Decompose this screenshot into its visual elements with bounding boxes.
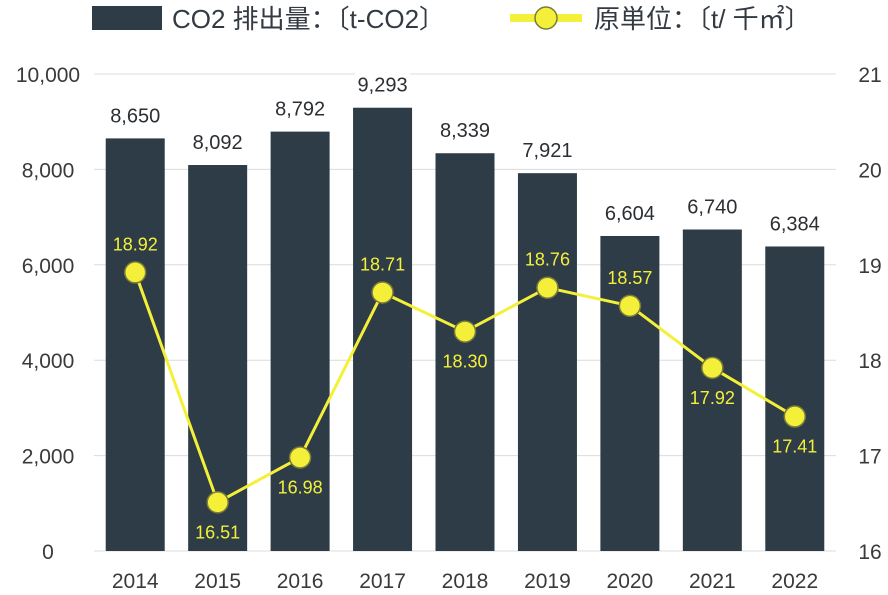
left-axis-ticks: 0 2,000 4,000 6,000 8,000 10,000 [16, 64, 80, 564]
legend-bar-swatch [92, 6, 162, 30]
line-value-label: 18.57 [607, 268, 652, 288]
bar-label-pill [762, 208, 827, 239]
x-tick-label: 2022 [771, 570, 818, 593]
legend-line-label: 原単位：〔t/ 千㎡〕 [594, 4, 811, 34]
legend: CO2 排出量：〔t-CO2〕 原単位：〔t/ 千㎡〕 [92, 4, 811, 34]
left-tick-label: 4,000 [22, 350, 75, 373]
line-point [783, 405, 807, 428]
bar [517, 173, 577, 551]
right-tick-label: 21 [858, 64, 881, 87]
legend-line-marker [534, 6, 558, 30]
line-series: 18.92 16.51 16.98 18.71 18.30 18.76 18.57 17.92… [113, 234, 818, 542]
bar [270, 131, 330, 552]
line-point [701, 356, 724, 380]
x-tick-label: 2014 [112, 570, 159, 593]
left-tick-label: 2,000 [22, 446, 75, 469]
bar-label-pill [515, 135, 580, 166]
bar-label-pill [350, 69, 415, 100]
bar [600, 235, 660, 551]
bar-label-pill [433, 115, 497, 146]
bar-label-pill [103, 100, 168, 131]
line-value-label: 18.76 [525, 250, 570, 270]
bar-value-label: 6,740 [687, 197, 737, 219]
right-tick-label: 18 [858, 350, 881, 373]
line-value-label: 16.98 [278, 478, 323, 498]
left-tick-label: 8,000 [22, 159, 75, 182]
bar-value-label: 8,092 [193, 132, 243, 154]
bar-label-pill [680, 191, 745, 222]
line-point [123, 261, 147, 284]
bar-value-label: 6,384 [770, 213, 820, 235]
line-value-label: 17.92 [690, 388, 735, 408]
right-tick-label: 17 [858, 446, 881, 469]
bar-value-label: 8,792 [275, 99, 325, 121]
line-value-label: 18.92 [113, 234, 158, 254]
x-tick-label: 2021 [689, 570, 736, 593]
bar-label-pill [185, 127, 250, 158]
left-tick-label: 0 [42, 541, 54, 564]
x-tick-label: 2015 [194, 570, 241, 593]
bar [435, 153, 495, 551]
left-tick-label: 10,000 [16, 64, 80, 87]
x-tick-label: 2019 [524, 570, 571, 593]
right-axis-ticks: 16 17 18 19 20 21 [858, 64, 881, 564]
bar [682, 229, 742, 551]
x-axis-ticks: 2014 2015 2016 2017 2018 2019 2020 2021 2022 [112, 570, 818, 593]
bar-label-pill [597, 197, 662, 228]
bar-value-label: 8,650 [110, 105, 160, 127]
line-point [536, 276, 559, 299]
line-point [618, 294, 642, 318]
bar-value-label: 8,339 [440, 120, 490, 142]
line-point [453, 320, 477, 343]
line-point [371, 281, 394, 304]
bar [105, 138, 165, 551]
right-tick-label: 20 [858, 159, 881, 182]
x-tick-label: 2016 [277, 570, 324, 593]
x-tick-label: 2020 [607, 570, 654, 593]
bar [765, 246, 825, 551]
line-point [206, 491, 229, 514]
legend-bar-label: CO2 排出量：〔t-CO2〕 [172, 4, 445, 34]
bar-label-pill [268, 93, 333, 124]
line-value-label: 17.41 [772, 436, 817, 456]
bar-value-label: 9,293 [358, 75, 408, 97]
right-tick-label: 19 [858, 255, 881, 278]
legend-line-swatch [510, 6, 582, 30]
x-tick-label: 2017 [359, 570, 406, 593]
line-value-label: 18.71 [360, 254, 405, 274]
right-tick-label: 16 [858, 541, 881, 564]
bar-series: 8,650 8,092 8,792 9,293 8,339 7,921 6,604 6,740… [103, 69, 827, 552]
line-point [288, 446, 312, 469]
bar [353, 107, 413, 551]
bar [188, 165, 248, 551]
x-tick-label: 2018 [442, 570, 489, 593]
line-value-label: 16.51 [195, 522, 240, 542]
bar-value-label: 7,921 [522, 140, 572, 162]
line-value-label: 18.30 [442, 352, 487, 372]
left-tick-label: 6,000 [22, 255, 75, 278]
bar-value-label: 6,604 [605, 203, 655, 225]
